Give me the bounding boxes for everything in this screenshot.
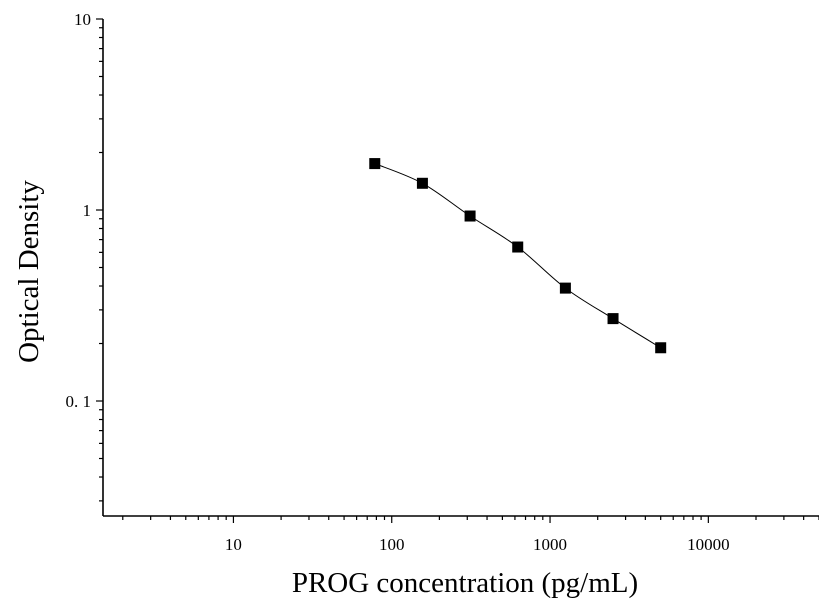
data-point [608,313,619,324]
axes [103,19,819,516]
x-tick-label: 10 [225,535,242,554]
data-point [512,242,523,253]
y-tick-label: 0. 1 [66,392,92,411]
x-tick-label: 10000 [687,535,730,554]
data-point [465,211,476,222]
data-point [560,283,571,294]
x-tick-label: 1000 [533,535,567,554]
x-tick-label: 100 [379,535,405,554]
x-axis-title: PROG concentration (pg/mL) [292,567,638,599]
y-axis-title: Optical Density [13,180,45,363]
y-tick-label: 1 [83,201,92,220]
data-point [655,342,666,353]
ticks: 0. 1 1 10 10 100 1000 10000 [66,10,819,554]
data-point [369,158,380,169]
y-tick-label: 10 [74,10,91,29]
data-point [417,178,428,189]
